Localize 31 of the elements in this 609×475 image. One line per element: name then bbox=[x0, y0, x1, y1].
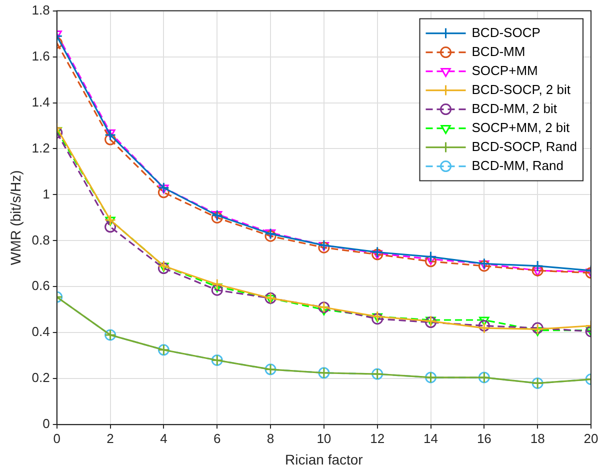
y-tick-label: 0.2 bbox=[32, 370, 50, 386]
x-tick-label: 6 bbox=[213, 430, 221, 446]
x-tick-label: 0 bbox=[53, 430, 60, 446]
x-tick-label: 16 bbox=[476, 430, 492, 446]
y-tick-label: 1.2 bbox=[32, 140, 50, 156]
legend-label: BCD-SOCP, Rand bbox=[472, 138, 578, 154]
y-tick-label: 0 bbox=[42, 416, 50, 432]
x-tick-label: 2 bbox=[106, 430, 114, 446]
legend-label: BCD-SOCP, 2 bit bbox=[472, 82, 571, 97]
y-tick-label: 1.4 bbox=[32, 94, 50, 110]
x-tick-label: 4 bbox=[160, 430, 168, 446]
x-tick-label: 8 bbox=[266, 430, 274, 446]
y-tick-label: 1.8 bbox=[32, 2, 50, 18]
legend-label: BCD-MM bbox=[472, 44, 526, 59]
y-tick-label: 0.6 bbox=[32, 278, 50, 294]
x-tick-label: 12 bbox=[370, 430, 385, 446]
y-tick-label: 0.8 bbox=[32, 232, 50, 248]
legend-label: BCD-MM, Rand bbox=[472, 158, 564, 173]
y-tick-label: 1.6 bbox=[32, 48, 50, 64]
legend-label: BCD-MM, 2 bit bbox=[472, 100, 558, 116]
legend-label: SOCP+MM, 2 bit bbox=[472, 120, 570, 135]
x-tick-label: 10 bbox=[316, 430, 332, 446]
x-tick-label: 18 bbox=[530, 430, 545, 446]
x-tick-label: 14 bbox=[424, 430, 438, 446]
legend-label: BCD-SOCP bbox=[472, 24, 540, 40]
legend-label: SOCP+MM bbox=[472, 62, 538, 78]
x-axis-title: Rician factor bbox=[285, 451, 364, 468]
y-axis-title: WMR (bit/s/Hz) bbox=[7, 170, 24, 266]
x-tick-label: 20 bbox=[584, 430, 598, 446]
y-tick-label: 0.4 bbox=[32, 324, 50, 340]
y-tick-label: 1 bbox=[42, 186, 50, 202]
